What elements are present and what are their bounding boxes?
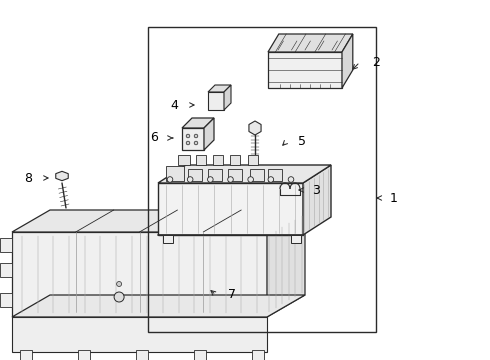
Text: 2: 2 [372,55,380,68]
Text: 1: 1 [390,192,398,204]
Polygon shape [204,118,214,150]
Polygon shape [158,165,331,183]
Text: 6: 6 [150,131,158,144]
Polygon shape [303,165,331,235]
Bar [291,235,301,243]
Bar [0,263,12,277]
Polygon shape [268,34,353,52]
Bar [250,169,264,181]
Circle shape [187,177,193,182]
Bar [213,155,223,165]
Bar [252,350,264,360]
Bar [208,169,222,181]
Polygon shape [158,183,303,235]
Circle shape [208,177,213,182]
Polygon shape [12,295,305,317]
Text: 8: 8 [24,171,32,184]
Text: 7: 7 [228,288,236,302]
Polygon shape [208,92,224,110]
Text: 3: 3 [312,184,320,197]
Polygon shape [224,85,231,110]
Bar [136,350,148,360]
Polygon shape [12,232,267,317]
Bar [194,350,206,360]
Circle shape [186,134,190,138]
Circle shape [114,292,124,302]
Text: 4: 4 [170,99,178,112]
Bar [166,166,184,181]
Bar [148,27,376,332]
Bar [78,350,90,360]
Polygon shape [182,118,214,128]
Bar [268,169,282,181]
Polygon shape [56,171,68,181]
Polygon shape [268,52,342,88]
Circle shape [194,141,198,145]
Circle shape [167,177,173,182]
Circle shape [194,134,198,138]
Polygon shape [342,34,353,88]
Bar [163,235,173,243]
Circle shape [248,177,253,182]
Polygon shape [208,85,231,92]
Circle shape [228,177,233,182]
Circle shape [117,282,122,287]
Bar [0,293,12,307]
Bar [228,169,242,181]
Polygon shape [182,128,204,150]
Bar [188,169,202,181]
Bar [196,155,206,165]
Polygon shape [249,121,261,135]
Circle shape [186,141,190,145]
Polygon shape [12,210,305,232]
Bar [248,155,258,165]
Polygon shape [267,210,305,317]
Polygon shape [12,317,267,352]
Bar [20,350,32,360]
Circle shape [268,177,273,182]
Text: 5: 5 [298,135,306,148]
Bar [0,238,12,252]
Bar [178,155,190,165]
Circle shape [288,177,294,182]
Bar [230,155,240,165]
